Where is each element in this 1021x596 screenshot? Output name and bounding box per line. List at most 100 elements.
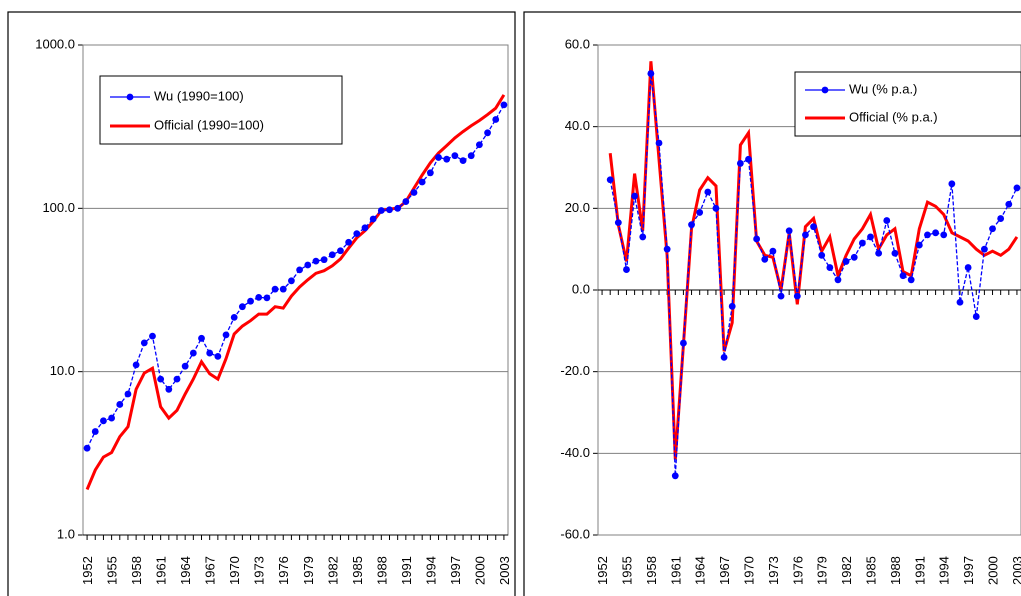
data-point xyxy=(484,129,491,137)
y-tick-label: -60.0 xyxy=(560,526,590,541)
data-point xyxy=(924,231,931,239)
x-tick-label: 1991 xyxy=(399,556,414,585)
data-point xyxy=(948,180,956,188)
x-tick-label: 1961 xyxy=(154,556,169,585)
data-point xyxy=(206,349,214,357)
x-tick-label: 1964 xyxy=(693,556,708,585)
legend: Wu (% p.a.) Official (% p.a.) xyxy=(794,71,1021,137)
data-point xyxy=(410,189,418,196)
data-point xyxy=(777,292,785,300)
data-point xyxy=(932,229,939,237)
chart-frame xyxy=(523,11,1021,596)
data-point xyxy=(899,272,907,280)
data-point xyxy=(377,207,385,214)
x-tick-label: 1988 xyxy=(374,556,389,585)
data-point xyxy=(304,261,312,269)
data-point xyxy=(83,444,91,452)
legend-swatch-marker xyxy=(821,86,829,94)
data-point xyxy=(222,331,230,339)
x-tick-label: 1979 xyxy=(301,556,316,585)
data-point xyxy=(255,293,263,301)
data-point xyxy=(132,361,140,369)
data-point xyxy=(247,297,254,305)
x-tick-label: 1958 xyxy=(129,556,144,585)
data-point xyxy=(451,152,459,160)
data-point xyxy=(467,152,475,160)
data-point xyxy=(720,353,728,361)
data-point xyxy=(680,339,687,347)
data-point xyxy=(875,249,883,257)
x-tick-label: 1970 xyxy=(227,556,242,585)
data-point xyxy=(761,255,769,263)
data-point xyxy=(753,235,761,243)
data-point xyxy=(328,251,336,259)
data-point xyxy=(116,401,124,408)
y-tick-label: -40.0 xyxy=(560,445,590,460)
data-point xyxy=(91,428,99,435)
x-tick-label: 1997 xyxy=(448,556,463,585)
legend-label: Official (1990=100) xyxy=(154,117,264,132)
y-tick-label: 0.0 xyxy=(572,281,590,296)
legend-box xyxy=(794,71,1021,137)
x-tick-label: 1988 xyxy=(888,556,903,585)
x-tick-label: 1955 xyxy=(105,556,120,585)
data-point xyxy=(647,70,655,77)
y-tick-label: 10.0 xyxy=(50,363,75,378)
chart-2: -60.0 -40.0 -20.0 0.0 20.0 40.0 60.0 1952 1955 19… xyxy=(523,11,1021,596)
data-point xyxy=(1013,184,1021,192)
data-point xyxy=(793,292,801,300)
data-point xyxy=(769,247,777,255)
data-point xyxy=(867,233,874,241)
data-point xyxy=(198,334,205,342)
x-tick-label: 1985 xyxy=(864,556,879,585)
data-point xyxy=(181,362,189,370)
x-tick-label: 2003 xyxy=(1010,556,1021,585)
data-point xyxy=(108,414,116,422)
data-point xyxy=(263,294,271,302)
data-point xyxy=(230,313,238,321)
data-point xyxy=(614,219,622,227)
legend-label: Wu (% p.a.) xyxy=(849,81,917,96)
y-tick-label: 1.0 xyxy=(57,526,75,541)
data-point xyxy=(475,141,483,149)
data-point xyxy=(157,375,165,383)
data-point xyxy=(785,227,793,235)
data-point xyxy=(100,417,107,425)
x-tick-label: 1976 xyxy=(276,556,291,585)
data-point xyxy=(426,169,434,177)
y-tick-label: 20.0 xyxy=(565,200,590,215)
data-point xyxy=(279,285,287,293)
data-point xyxy=(345,238,353,246)
x-tick-label: 1985 xyxy=(350,556,365,585)
x-tick-label: 1979 xyxy=(815,556,830,585)
x-tick-label: 2003 xyxy=(497,556,512,585)
x-tick-label: 1982 xyxy=(325,556,340,585)
x-tick-label: 1958 xyxy=(644,556,659,585)
legend-label: Official (% p.a.) xyxy=(849,109,938,124)
series-line-1 xyxy=(85,94,506,491)
data-point xyxy=(492,116,500,123)
legend: Wu (1990=100) Official (1990=100) xyxy=(99,75,343,145)
x-tick-label: 1952 xyxy=(595,556,610,585)
data-point xyxy=(696,209,704,216)
x-tick-label: 1952 xyxy=(80,556,95,585)
x-tick-label: 1970 xyxy=(741,556,756,585)
data-point xyxy=(826,264,834,271)
data-point xyxy=(989,225,996,233)
data-point xyxy=(802,231,809,239)
x-tick-label: 1973 xyxy=(252,556,267,585)
data-point xyxy=(435,154,442,161)
data-point xyxy=(140,339,148,347)
x-tick-label: 1994 xyxy=(937,556,952,585)
data-point xyxy=(124,390,132,398)
data-point xyxy=(1005,200,1013,208)
data-point xyxy=(704,188,712,196)
data-point xyxy=(288,277,295,285)
data-point xyxy=(500,101,508,109)
data-point xyxy=(728,302,736,310)
data-point xyxy=(353,230,361,238)
data-point xyxy=(459,157,467,164)
data-point xyxy=(850,253,858,261)
x-tick-label: 1955 xyxy=(619,556,634,585)
data-point xyxy=(149,332,156,340)
